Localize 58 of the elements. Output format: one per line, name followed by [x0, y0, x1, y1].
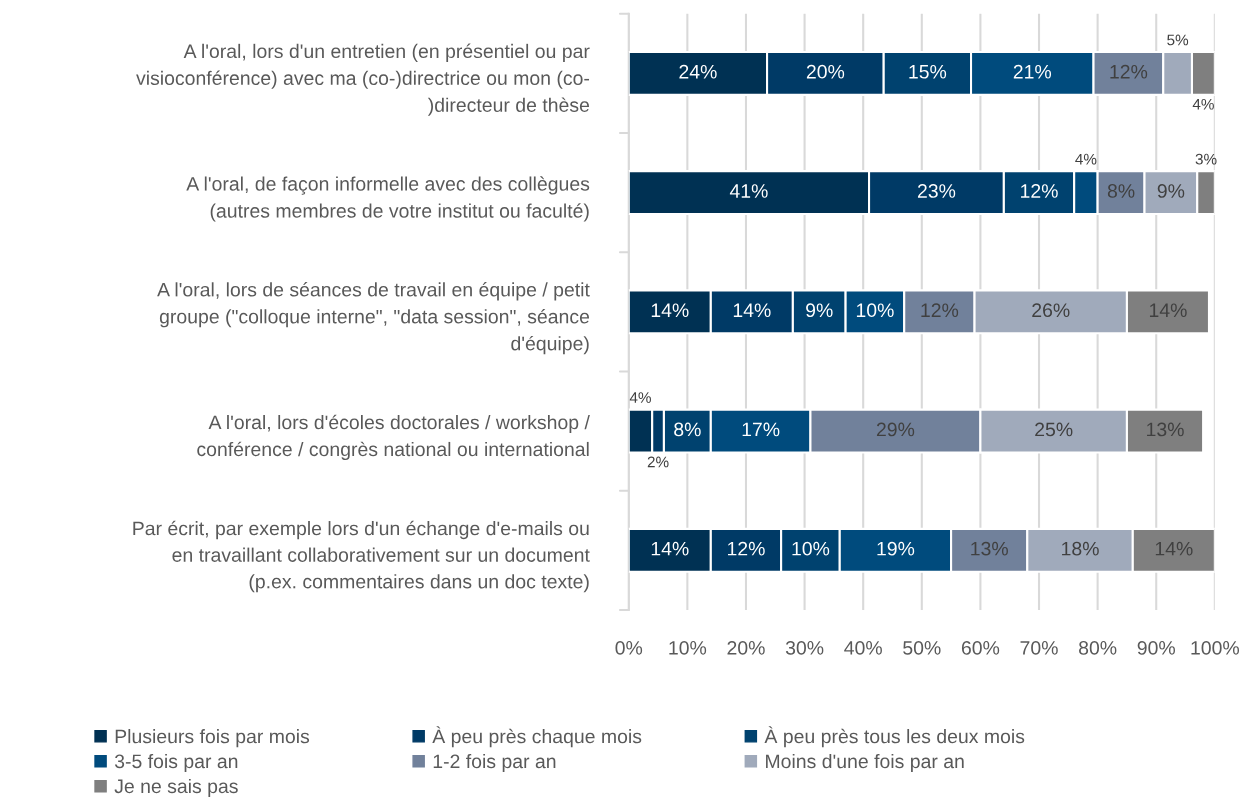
- data-label: 14%: [1149, 303, 1187, 317]
- data-label: 4%: [629, 392, 651, 403]
- data-label: 14%: [651, 541, 689, 556]
- legend-label: Je ne sais pas: [114, 778, 238, 798]
- data-label: 14%: [651, 303, 689, 317]
- x-tick-label: 100%: [1191, 641, 1240, 655]
- data-label: 5%: [1167, 34, 1189, 46]
- data-label: 25%: [1035, 422, 1073, 437]
- x-tick-label: 60%: [961, 641, 1000, 655]
- data-label: 14%: [733, 303, 771, 317]
- data-label: 20%: [806, 64, 845, 79]
- data-label: 8%: [1107, 184, 1135, 198]
- data-label: 4%: [1192, 98, 1214, 110]
- legend-label: 3-5 fois par an: [114, 753, 238, 773]
- data-label: 8%: [674, 422, 701, 437]
- x-tick-label: 10%: [669, 641, 707, 655]
- data-label: 12%: [921, 303, 959, 317]
- y-tick-label: A l'oral, lors d'un entretien (en présentiel ou par visioconférence) avec ma (co-)directrice ou mon (co- )directeur de thèse: [136, 43, 590, 116]
- data-label: 17%: [742, 422, 780, 437]
- data-label: 14%: [1155, 541, 1193, 556]
- legend-label: À peu près tous les deux mois: [764, 726, 1025, 748]
- data-label: 3%: [1195, 153, 1217, 165]
- x-tick-label: 70%: [1020, 641, 1058, 655]
- y-tick-label: A l'oral, lors d'écoles doctorales / workshop / conférence / congrès national ou international: [197, 414, 590, 461]
- data-label: 13%: [1147, 422, 1184, 437]
- legend-label: À peu près chaque mois: [432, 726, 642, 748]
- data-label: 10%: [856, 303, 894, 318]
- x-tick-label: 90%: [1137, 641, 1175, 655]
- data-label: 26%: [1032, 303, 1070, 318]
- y-tick-label: A l'oral, de façon informelle avec des collègues (autres membres de votre institut ou faculté): [186, 176, 590, 222]
- data-label: 13%: [971, 541, 1008, 556]
- data-label: 9%: [806, 303, 833, 318]
- data-label: 23%: [917, 184, 956, 198]
- data-label: 12%: [1021, 184, 1058, 198]
- x-tick-label: 30%: [785, 641, 824, 655]
- y-tick-label: Par écrit, par exemple lors d'un échange d'e-mails ou en travaillant collaborativement sur un document (p.ex. commentaires dans un doc texte): [133, 520, 590, 593]
- data-label: 10%: [792, 541, 830, 556]
- data-label: 9%: [1157, 184, 1185, 198]
- data-label: 21%: [1013, 64, 1052, 79]
- data-label: 29%: [876, 422, 915, 437]
- data-label: 18%: [1062, 541, 1099, 556]
- data-label: 24%: [679, 64, 717, 79]
- y-tick-label: A l'oral, lors de séances de travail en équipe / petit groupe ("colloque interne", "data session", séance d'équipe): [157, 282, 590, 355]
- data-label: 12%: [1110, 64, 1148, 79]
- data-label: 12%: [728, 541, 765, 556]
- data-label: 2%: [647, 456, 669, 468]
- legend-label: Moins d'une fois par an: [766, 753, 964, 773]
- x-tick-label: 0%: [615, 641, 643, 655]
- x-tick-label: 50%: [903, 641, 941, 655]
- x-tick-label: 40%: [844, 641, 882, 655]
- data-label: 15%: [909, 64, 947, 79]
- legend-label: Plusieurs fois par mois: [115, 729, 310, 748]
- x-tick-label: 20%: [727, 641, 765, 655]
- data-label: 41%: [729, 184, 768, 198]
- legend-label: 1-2 fois par an: [433, 753, 556, 773]
- x-tick-label: 80%: [1079, 641, 1117, 655]
- data-label: 19%: [877, 541, 915, 556]
- data-label: 4%: [1075, 153, 1097, 165]
